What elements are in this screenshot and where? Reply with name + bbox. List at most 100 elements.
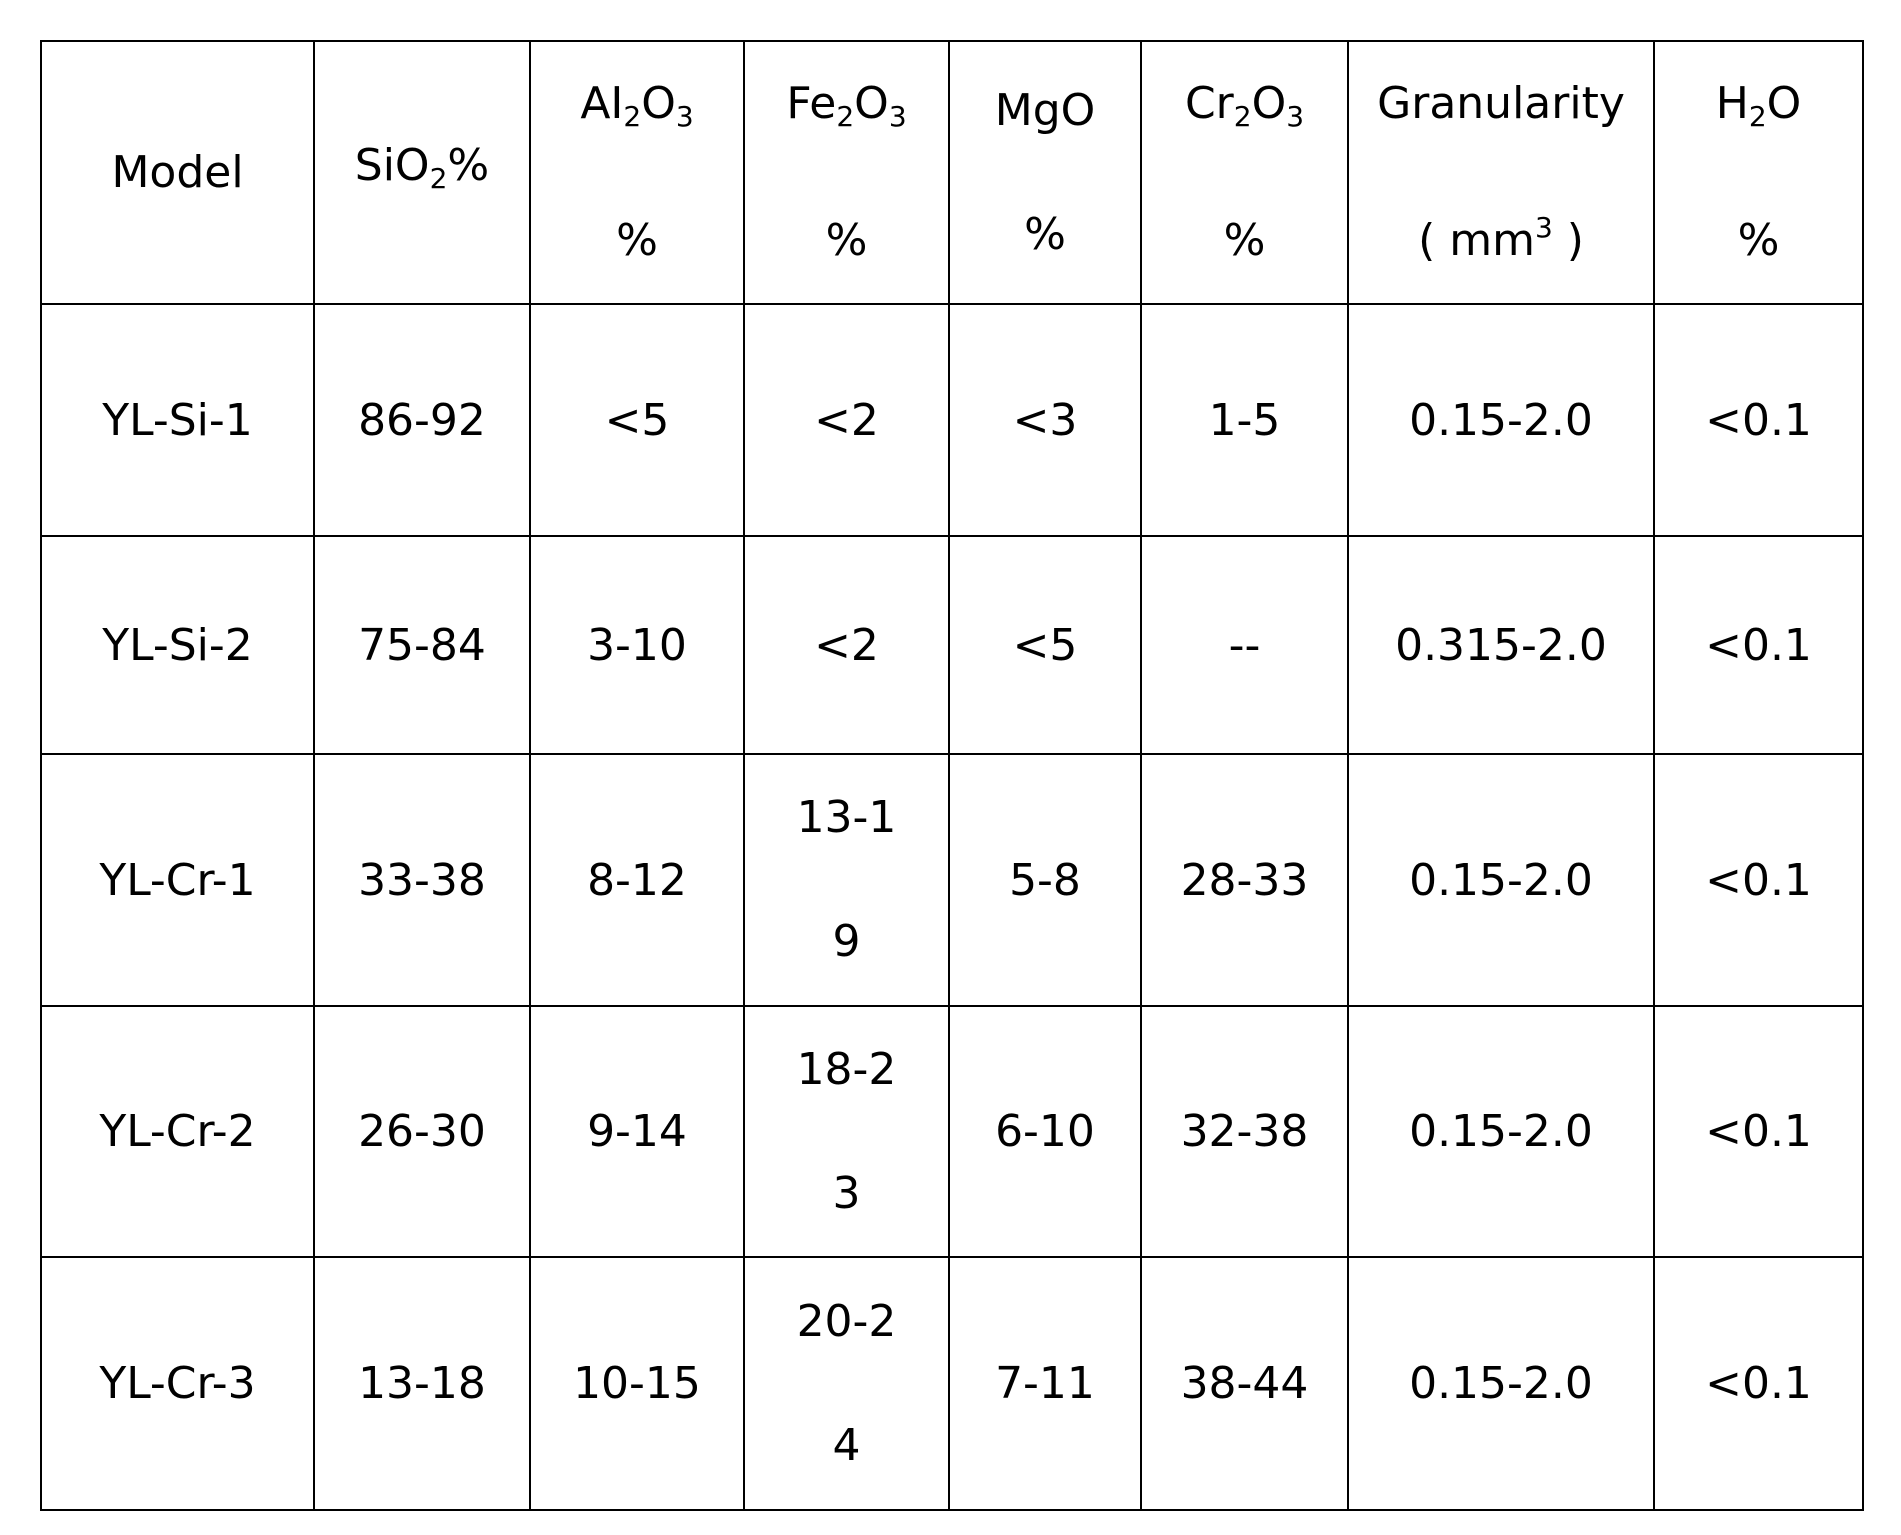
data-cell: 1-5 bbox=[1140, 303, 1349, 537]
header-line: MgO bbox=[956, 49, 1134, 173]
data-row: YL-Cr-2 26-30 9-14 18-2 3 6-10 32-38 0.15-2.0 <0… bbox=[40, 1005, 1864, 1258]
cell-line: 20-2 bbox=[796, 1295, 897, 1347]
subscript: 3 bbox=[1286, 100, 1305, 133]
cell-text: YL-Cr-2 bbox=[99, 1106, 256, 1157]
header-line: Fe2O3 bbox=[751, 42, 942, 179]
cell-text: 75-84 bbox=[358, 619, 486, 671]
cell-text: 7-11 bbox=[995, 1358, 1095, 1409]
spec-table: Model SiO2% AI2O3% Fe2O3% MgO% Cr2O3% Granular… bbox=[40, 40, 1864, 1511]
table-wrap: Model SiO2% AI2O3% Fe2O3% MgO% Cr2O3% Granular… bbox=[40, 40, 1864, 1511]
data-cell: 33-38 bbox=[313, 753, 531, 1007]
header-text: % bbox=[616, 215, 658, 266]
data-cell: <0.1 bbox=[1653, 303, 1864, 537]
data-cell: 0.15-2.0 bbox=[1347, 1005, 1655, 1258]
cell-text: 5-8 bbox=[1009, 854, 1081, 906]
cell-line: 3 bbox=[832, 1167, 861, 1219]
data-cell: YL-Cr-3 bbox=[40, 1256, 315, 1511]
header-line: % bbox=[751, 179, 942, 303]
cell-line: 18-2 bbox=[796, 1043, 897, 1095]
data-cell: -- bbox=[1140, 535, 1349, 755]
subscript: 3 bbox=[675, 100, 694, 133]
cell-text: <0.1 bbox=[1705, 1106, 1812, 1157]
data-cell: 26-30 bbox=[313, 1005, 531, 1258]
cell-text: 3-10 bbox=[587, 619, 687, 671]
header-line: Granularity bbox=[1355, 42, 1647, 166]
cell-line: 4 bbox=[832, 1419, 861, 1471]
header-text: O bbox=[1766, 78, 1802, 129]
data-cell: 3-10 bbox=[529, 535, 745, 755]
data-cell: <0.1 bbox=[1653, 1256, 1864, 1511]
cell-text: 33-38 bbox=[358, 854, 486, 906]
header-text: ( mm bbox=[1418, 215, 1535, 266]
cell-text: 86-92 bbox=[358, 394, 486, 446]
data-row: YL-Cr-1 33-38 8-12 13-1 9 5-8 28-33 0.15-2.0 <0.… bbox=[40, 753, 1864, 1007]
superscript: 3 bbox=[1534, 211, 1553, 244]
data-cell: <5 bbox=[948, 535, 1142, 755]
header-cell: Fe2O3% bbox=[743, 40, 950, 305]
subscript: 2 bbox=[623, 100, 642, 133]
header-cell: AI2O3% bbox=[529, 40, 745, 305]
data-cell: 38-44 bbox=[1140, 1256, 1349, 1511]
cell-text: <0.1 bbox=[1705, 394, 1812, 446]
data-cell: 0.15-2.0 bbox=[1347, 303, 1655, 537]
header-text: O bbox=[641, 78, 676, 129]
cell-text: 0.15-2.0 bbox=[1409, 1358, 1593, 1409]
header-line: % bbox=[1148, 179, 1341, 303]
data-cell: 6-10 bbox=[948, 1005, 1142, 1258]
cell-text: -- bbox=[1228, 619, 1261, 671]
header-text: Granularity bbox=[1377, 78, 1625, 129]
cell-text: <3 bbox=[1012, 394, 1078, 446]
data-cell: 7-11 bbox=[948, 1256, 1142, 1511]
cell-text: 8-12 bbox=[587, 854, 687, 906]
header-text: MgO bbox=[994, 84, 1096, 136]
data-row: YL-Cr-3 13-18 10-15 20-2 4 7-11 38-44 0.15-2.0 <… bbox=[40, 1256, 1864, 1511]
header-text: AI bbox=[580, 78, 624, 129]
cell-text: <2 bbox=[814, 619, 879, 671]
data-cell: 5-8 bbox=[948, 753, 1142, 1007]
data-row: YL-Si-1 86-92 <5 <2 <3 1-5 0.15-2.0 <0.1 bbox=[40, 303, 1864, 537]
cell-text: YL-Cr-3 bbox=[99, 1358, 256, 1409]
header-line: % bbox=[1661, 179, 1856, 303]
cell-line: 13-1 bbox=[796, 792, 897, 843]
header-text: % bbox=[1223, 215, 1266, 266]
cell-text: 13-18 bbox=[358, 1358, 486, 1409]
header-text: % bbox=[1024, 208, 1066, 260]
data-cell: YL-Cr-1 bbox=[40, 753, 315, 1007]
data-cell: <0.1 bbox=[1653, 753, 1864, 1007]
header-line: Cr2O3 bbox=[1148, 42, 1341, 179]
cell-text: 32-38 bbox=[1180, 1106, 1309, 1157]
cell-text: 38-44 bbox=[1180, 1358, 1309, 1409]
header-text: Cr bbox=[1184, 78, 1234, 129]
data-cell: YL-Si-1 bbox=[40, 303, 315, 537]
data-cell: 0.315-2.0 bbox=[1347, 535, 1655, 755]
cell-text: 1-5 bbox=[1208, 394, 1281, 446]
cell-text: 0.15-2.0 bbox=[1409, 854, 1593, 906]
header-cell: H2O% bbox=[1653, 40, 1864, 305]
header-cell: MgO% bbox=[948, 40, 1142, 305]
cell-text: 9-14 bbox=[587, 1106, 687, 1157]
header-text: % bbox=[447, 140, 490, 191]
data-cell: <3 bbox=[948, 303, 1142, 537]
header-line: AI2O3 bbox=[537, 42, 737, 179]
header-line: SiO2% bbox=[321, 104, 523, 241]
data-cell: <2 bbox=[743, 303, 950, 537]
header-cell: Granularity ( mm3 ) bbox=[1347, 40, 1655, 305]
subscript: 2 bbox=[1748, 100, 1767, 133]
cell-text: <0.1 bbox=[1705, 1358, 1812, 1409]
header-text: % bbox=[1737, 215, 1780, 266]
cell-text: 26-30 bbox=[358, 1106, 486, 1157]
data-cell: <0.1 bbox=[1653, 535, 1864, 755]
data-cell: YL-Cr-2 bbox=[40, 1005, 315, 1258]
cell-text: 0.15-2.0 bbox=[1409, 1106, 1593, 1157]
data-cell: 8-12 bbox=[529, 753, 745, 1007]
header-text: SiO bbox=[354, 140, 430, 191]
cell-text: 6-10 bbox=[995, 1106, 1095, 1157]
cell-text: YL-Si-2 bbox=[102, 619, 253, 671]
cell-text: 28-33 bbox=[1180, 854, 1309, 906]
data-cell: <2 bbox=[743, 535, 950, 755]
header-text: O bbox=[854, 78, 889, 129]
cell-text: <0.1 bbox=[1705, 619, 1812, 671]
cell-text: <5 bbox=[1012, 619, 1078, 671]
cell-line: 9 bbox=[832, 916, 861, 967]
